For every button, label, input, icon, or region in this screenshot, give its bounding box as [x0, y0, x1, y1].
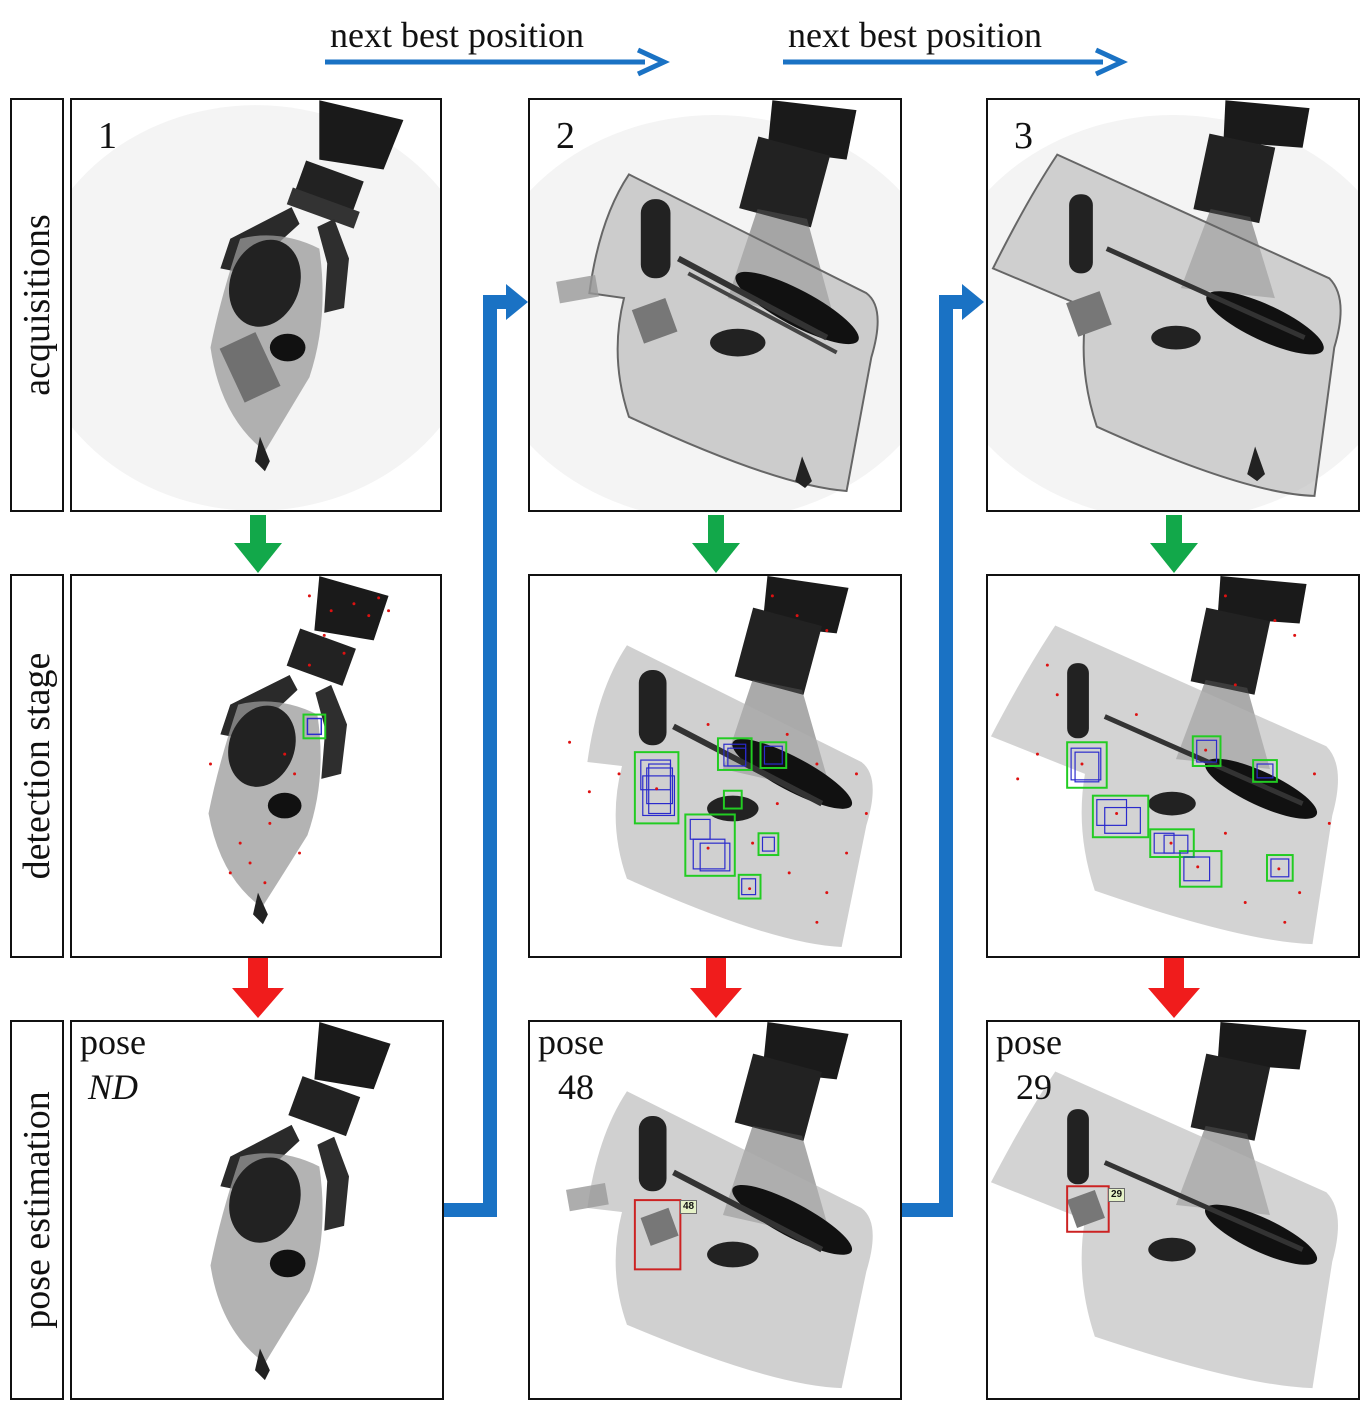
detection-xray-2	[568, 576, 873, 948]
pose-image-1: pose ND	[70, 1020, 444, 1400]
row-label-pose: pose estimation	[10, 1020, 64, 1400]
panel-number-2: 2	[556, 115, 575, 157]
detection-xray-1	[208, 576, 391, 925]
detection-image-3	[986, 574, 1360, 958]
row-label-pose-text: pose estimation	[16, 1091, 58, 1329]
acquisition-image-1: 1	[70, 98, 442, 512]
row-label-detection: detection stage	[10, 574, 64, 958]
detection-image-2	[528, 574, 902, 958]
detection-arrow-1	[234, 515, 282, 573]
pose-label-3: pose	[996, 1022, 1062, 1062]
pose-arrow-3	[1148, 958, 1200, 1018]
detection-xray-3	[990, 576, 1338, 945]
panel-number-1: 1	[98, 115, 117, 157]
column-connector-arrow-2	[902, 284, 984, 1217]
column-connector-arrow-1	[444, 284, 528, 1217]
detection-image-1	[70, 574, 442, 958]
pose-label-1: pose	[80, 1022, 146, 1062]
pose-label-2: pose	[538, 1022, 604, 1062]
acquisition-image-2: 2	[528, 98, 902, 512]
row-label-acquisitions-text: acquisitions	[16, 214, 58, 396]
xray-image-2	[530, 100, 900, 510]
panel-number-3: 3	[1014, 115, 1033, 157]
pose-arrow-1	[232, 958, 284, 1018]
pose-xray-3	[990, 1022, 1338, 1389]
xray-image-1	[72, 100, 440, 510]
pose-value-2: 48	[558, 1067, 594, 1107]
xray-image-3	[988, 100, 1358, 510]
pose-tag-3: 29	[1108, 1188, 1126, 1202]
pose-xray-1	[210, 1022, 391, 1381]
pose-image-2: pose 48 48	[528, 1020, 902, 1400]
next-best-position-label-1: next best position	[330, 15, 584, 55]
pose-xray-2	[566, 1022, 873, 1389]
detection-arrow-2	[692, 515, 740, 573]
pose-arrow-2	[690, 958, 742, 1018]
pose-tag-2: 48	[680, 1200, 698, 1214]
row-label-acquisitions: acquisitions	[10, 98, 64, 512]
pose-value-1: ND	[88, 1067, 139, 1107]
row-label-detection-text: detection stage	[16, 652, 58, 880]
pose-image-3: pose 29 29	[986, 1020, 1360, 1400]
detection-arrow-3	[1150, 515, 1198, 573]
pose-value-3: 29	[1016, 1067, 1052, 1107]
acquisition-image-3: 3	[986, 98, 1360, 512]
next-best-position-label-2: next best position	[788, 15, 1042, 55]
